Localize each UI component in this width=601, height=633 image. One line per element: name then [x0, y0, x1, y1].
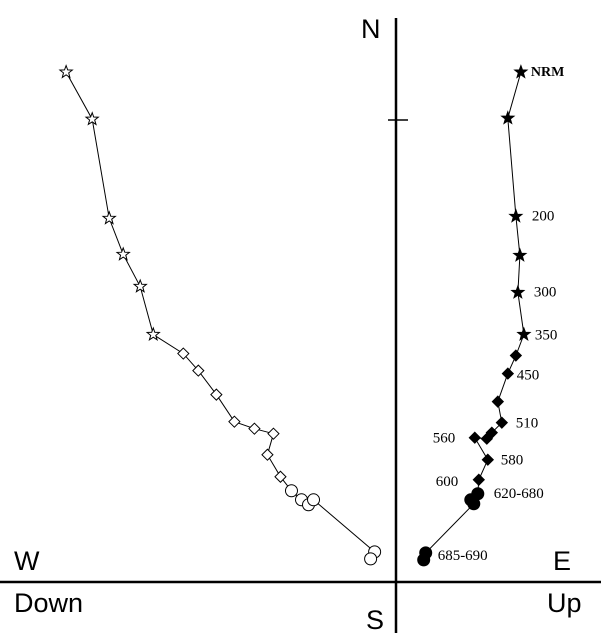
horizontal-point-star: [513, 64, 529, 79]
vertical-point-diamond: [267, 427, 280, 440]
down-label: Down: [14, 588, 83, 618]
east-label: E: [553, 546, 571, 576]
axes: [0, 18, 601, 633]
data-series: [58, 64, 532, 567]
horizontal-point-diamond: [472, 473, 486, 486]
vertical-point-diamond: [192, 364, 205, 377]
vertical-point-circle: [284, 484, 298, 498]
step-label: 450: [517, 368, 540, 384]
vertical-point-diamond: [248, 422, 261, 435]
horizontal-point-circle: [467, 497, 481, 511]
west-label: W: [14, 546, 40, 576]
vertical-point-circle: [307, 493, 321, 507]
axis-labels: N S W E Down Up: [14, 14, 582, 633]
vertical-point-star: [115, 246, 131, 261]
horizontal-point-star: [500, 110, 516, 125]
horizontal-point-diamond: [468, 431, 481, 444]
vertical-point-diamond: [228, 415, 241, 428]
step-label: 350: [535, 328, 558, 344]
step-label: 200: [532, 208, 555, 224]
horizontal-point-diamond: [495, 416, 509, 429]
vertical-point-star: [101, 210, 117, 225]
horizontal-point-star: [516, 326, 532, 342]
step-label: 560: [433, 431, 456, 447]
vertical-point-star: [145, 326, 161, 342]
horizontal-point-star: [512, 247, 528, 262]
south-label: S: [366, 605, 384, 633]
vertical-point-diamond: [177, 347, 190, 360]
horizontal-point-star: [510, 284, 526, 299]
step-label: 600: [436, 474, 459, 490]
step-label: 685-690: [438, 548, 488, 564]
horizontal-point-diamond: [480, 432, 494, 445]
step-label: 510: [516, 416, 539, 432]
up-label: Up: [547, 588, 582, 618]
step-label: 300: [534, 285, 557, 301]
vertical-point-diamond: [261, 448, 274, 461]
horizontal-point-diamond: [501, 367, 515, 380]
step-label: 580: [501, 453, 524, 469]
vertical-point-star: [58, 64, 74, 79]
north-label: N: [361, 14, 381, 44]
horizontal-point-diamond: [481, 453, 495, 466]
vertical-point-diamond: [210, 388, 223, 401]
vertical-projection-line: [65, 71, 376, 560]
horizontal-point-star: [508, 208, 524, 223]
horizontal-point-diamond: [491, 395, 505, 408]
vertical-point-diamond: [274, 470, 287, 483]
vertical-point-star: [84, 111, 100, 126]
step-label: NRM: [531, 65, 564, 80]
step-labels: NRM 200 300 350 450 510 560 580 600 620-680 685-69…: [433, 65, 565, 564]
horizontal-point-circle: [417, 553, 431, 567]
horizontal-point-diamond: [509, 349, 523, 362]
step-label: 620-680: [494, 486, 544, 502]
vertical-point-circle: [364, 552, 378, 566]
vertical-point-star: [132, 278, 148, 293]
